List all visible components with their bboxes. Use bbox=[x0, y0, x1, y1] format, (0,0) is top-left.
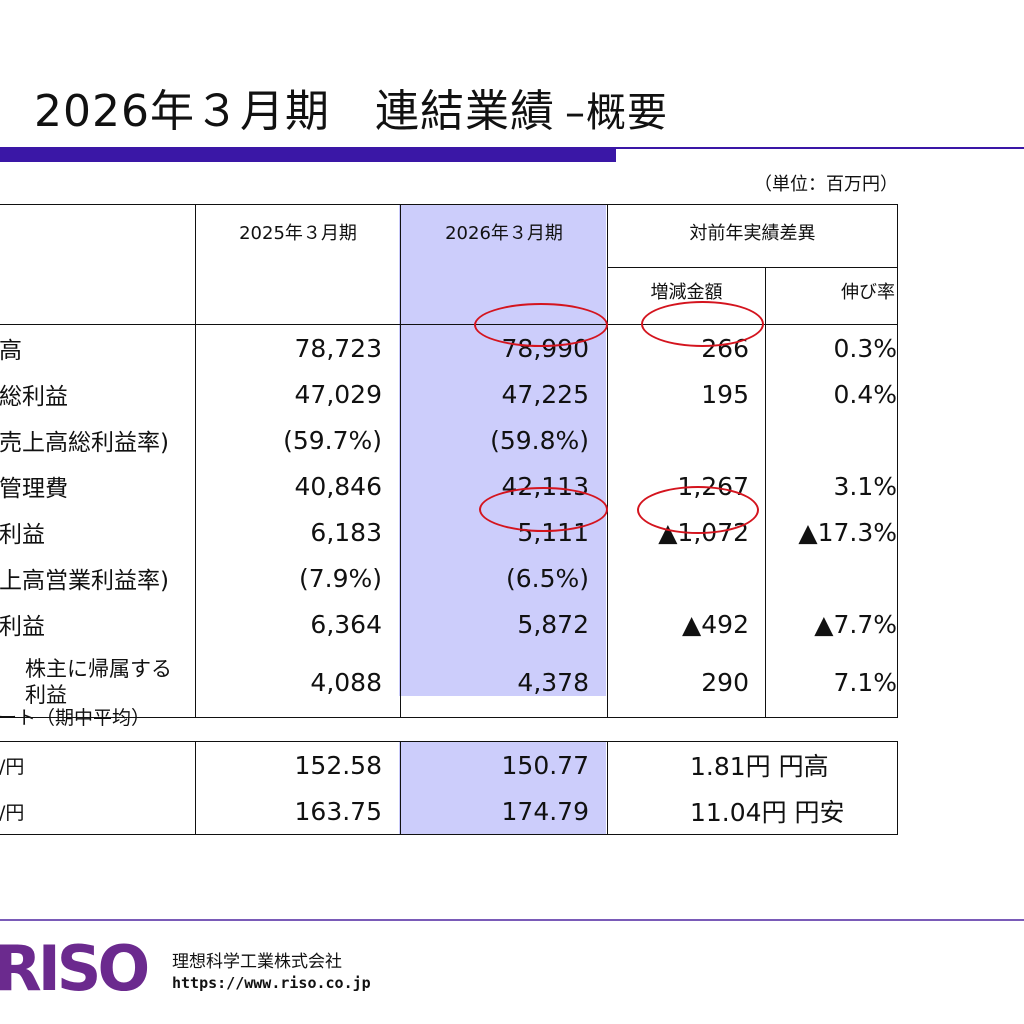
header-blank bbox=[0, 204, 196, 325]
row-label: 利益 bbox=[0, 601, 196, 647]
header-prev: 2025年３月期 bbox=[195, 204, 401, 325]
results-table: 2025年３月期 2026年３月期 対前年実績差異 増減金額 伸び率 高 78,… bbox=[0, 204, 898, 718]
table-row: /円 163.75 174.79 11.04円 円安 bbox=[0, 788, 898, 835]
row-diff: 195 bbox=[607, 371, 766, 417]
company-url[interactable]: https://www.riso.co.jp bbox=[172, 974, 371, 992]
row-growth: ▲17.3% bbox=[765, 509, 898, 555]
fx-rate-label: ート（期中平均） bbox=[0, 707, 151, 729]
fx-table: /円 152.58 150.77 1.81円 円高 /円 163.75 174.… bbox=[0, 741, 898, 835]
emphasis-circle bbox=[641, 301, 764, 347]
emphasis-circle bbox=[479, 487, 608, 532]
header-diff: 対前年実績差異 bbox=[607, 204, 898, 268]
row-growth: 0.4% bbox=[765, 371, 898, 417]
page-title: 2026年３月期 連結業績 –概要 bbox=[34, 84, 668, 141]
table-row: 株主に帰属する 利益 4,088 4,378 290 7.1% bbox=[0, 647, 898, 718]
unit-label: （単位：百万円） bbox=[754, 174, 898, 195]
table-row: 管理費 40,846 42,113 1,267 3.1% bbox=[0, 463, 898, 509]
fx-row-prev: 163.75 bbox=[195, 788, 401, 835]
emphasis-circle bbox=[474, 303, 608, 347]
row-curr: 5,872 bbox=[400, 601, 608, 647]
row-label-line1: 株主に帰属する bbox=[25, 657, 172, 681]
row-diff: 290 bbox=[607, 647, 766, 718]
emphasis-circle bbox=[637, 486, 759, 534]
row-curr: (6.5%) bbox=[400, 555, 608, 601]
row-label: 総利益 bbox=[0, 371, 196, 417]
row-label: 利益 bbox=[0, 509, 196, 555]
page-title-main: 2026年３月期 連結業績 bbox=[34, 86, 555, 137]
table-row: /円 152.58 150.77 1.81円 円高 bbox=[0, 741, 898, 788]
row-label: 売上高総利益率) bbox=[0, 417, 196, 463]
fx-row-prev: 152.58 bbox=[195, 741, 401, 788]
row-label-line2: 利益 bbox=[25, 683, 67, 707]
fx-row-diff: 11.04円 円安 bbox=[607, 788, 898, 835]
row-prev: 6,364 bbox=[195, 601, 401, 647]
header-diff-amount: 増減金額 bbox=[607, 267, 766, 325]
table-row: 高 78,723 78,990 266 0.3% bbox=[0, 324, 898, 371]
company-name: 理想科学工業株式会社 bbox=[172, 952, 342, 972]
fx-row-label: /円 bbox=[0, 741, 196, 788]
row-prev: 40,846 bbox=[195, 463, 401, 509]
row-growth: 3.1% bbox=[765, 463, 898, 509]
row-diff bbox=[607, 555, 766, 601]
row-prev: 78,723 bbox=[195, 324, 401, 371]
table-row: 売上高総利益率) (59.7%) (59.8%) bbox=[0, 417, 898, 463]
row-prev: (7.9%) bbox=[195, 555, 401, 601]
row-label: 高 bbox=[0, 324, 196, 371]
header-curr: 2026年３月期 bbox=[400, 204, 608, 325]
fx-row-curr: 174.79 bbox=[400, 788, 608, 835]
row-growth bbox=[765, 417, 898, 463]
title-accent-bar bbox=[0, 147, 616, 162]
row-growth: 7.1% bbox=[765, 647, 898, 718]
row-prev: 47,029 bbox=[195, 371, 401, 417]
row-diff bbox=[607, 417, 766, 463]
fx-row-diff: 1.81円 円高 bbox=[607, 741, 898, 788]
row-diff: ▲492 bbox=[607, 601, 766, 647]
table-row: 総利益 47,029 47,225 195 0.4% bbox=[0, 371, 898, 417]
row-prev: 6,183 bbox=[195, 509, 401, 555]
riso-logo: RISO bbox=[0, 932, 150, 1005]
row-label: 管理費 bbox=[0, 463, 196, 509]
row-prev: 4,088 bbox=[195, 647, 401, 718]
table-row: 利益 6,183 5,111 ▲1,072 ▲17.3% bbox=[0, 509, 898, 555]
page-title-sub: –概要 bbox=[564, 90, 668, 136]
table-row: 利益 6,364 5,872 ▲492 ▲7.7% bbox=[0, 601, 898, 647]
row-curr: 4,378 bbox=[400, 647, 608, 718]
row-prev: (59.7%) bbox=[195, 417, 401, 463]
fx-row-curr: 150.77 bbox=[400, 741, 608, 788]
row-curr: 5,111 bbox=[400, 509, 608, 555]
table-row: 上高営業利益率) (7.9%) (6.5%) bbox=[0, 555, 898, 601]
row-growth: ▲7.7% bbox=[765, 601, 898, 647]
row-curr: 47,225 bbox=[400, 371, 608, 417]
row-growth: 0.3% bbox=[765, 324, 898, 371]
title-accent-line bbox=[616, 147, 1024, 149]
row-label: 上高営業利益率) bbox=[0, 555, 196, 601]
row-growth bbox=[765, 555, 898, 601]
fx-row-label: /円 bbox=[0, 788, 196, 835]
footer-divider bbox=[0, 919, 1024, 921]
row-curr: (59.8%) bbox=[400, 417, 608, 463]
header-growth: 伸び率 bbox=[765, 267, 898, 325]
row-label: 株主に帰属する 利益 bbox=[0, 647, 196, 718]
